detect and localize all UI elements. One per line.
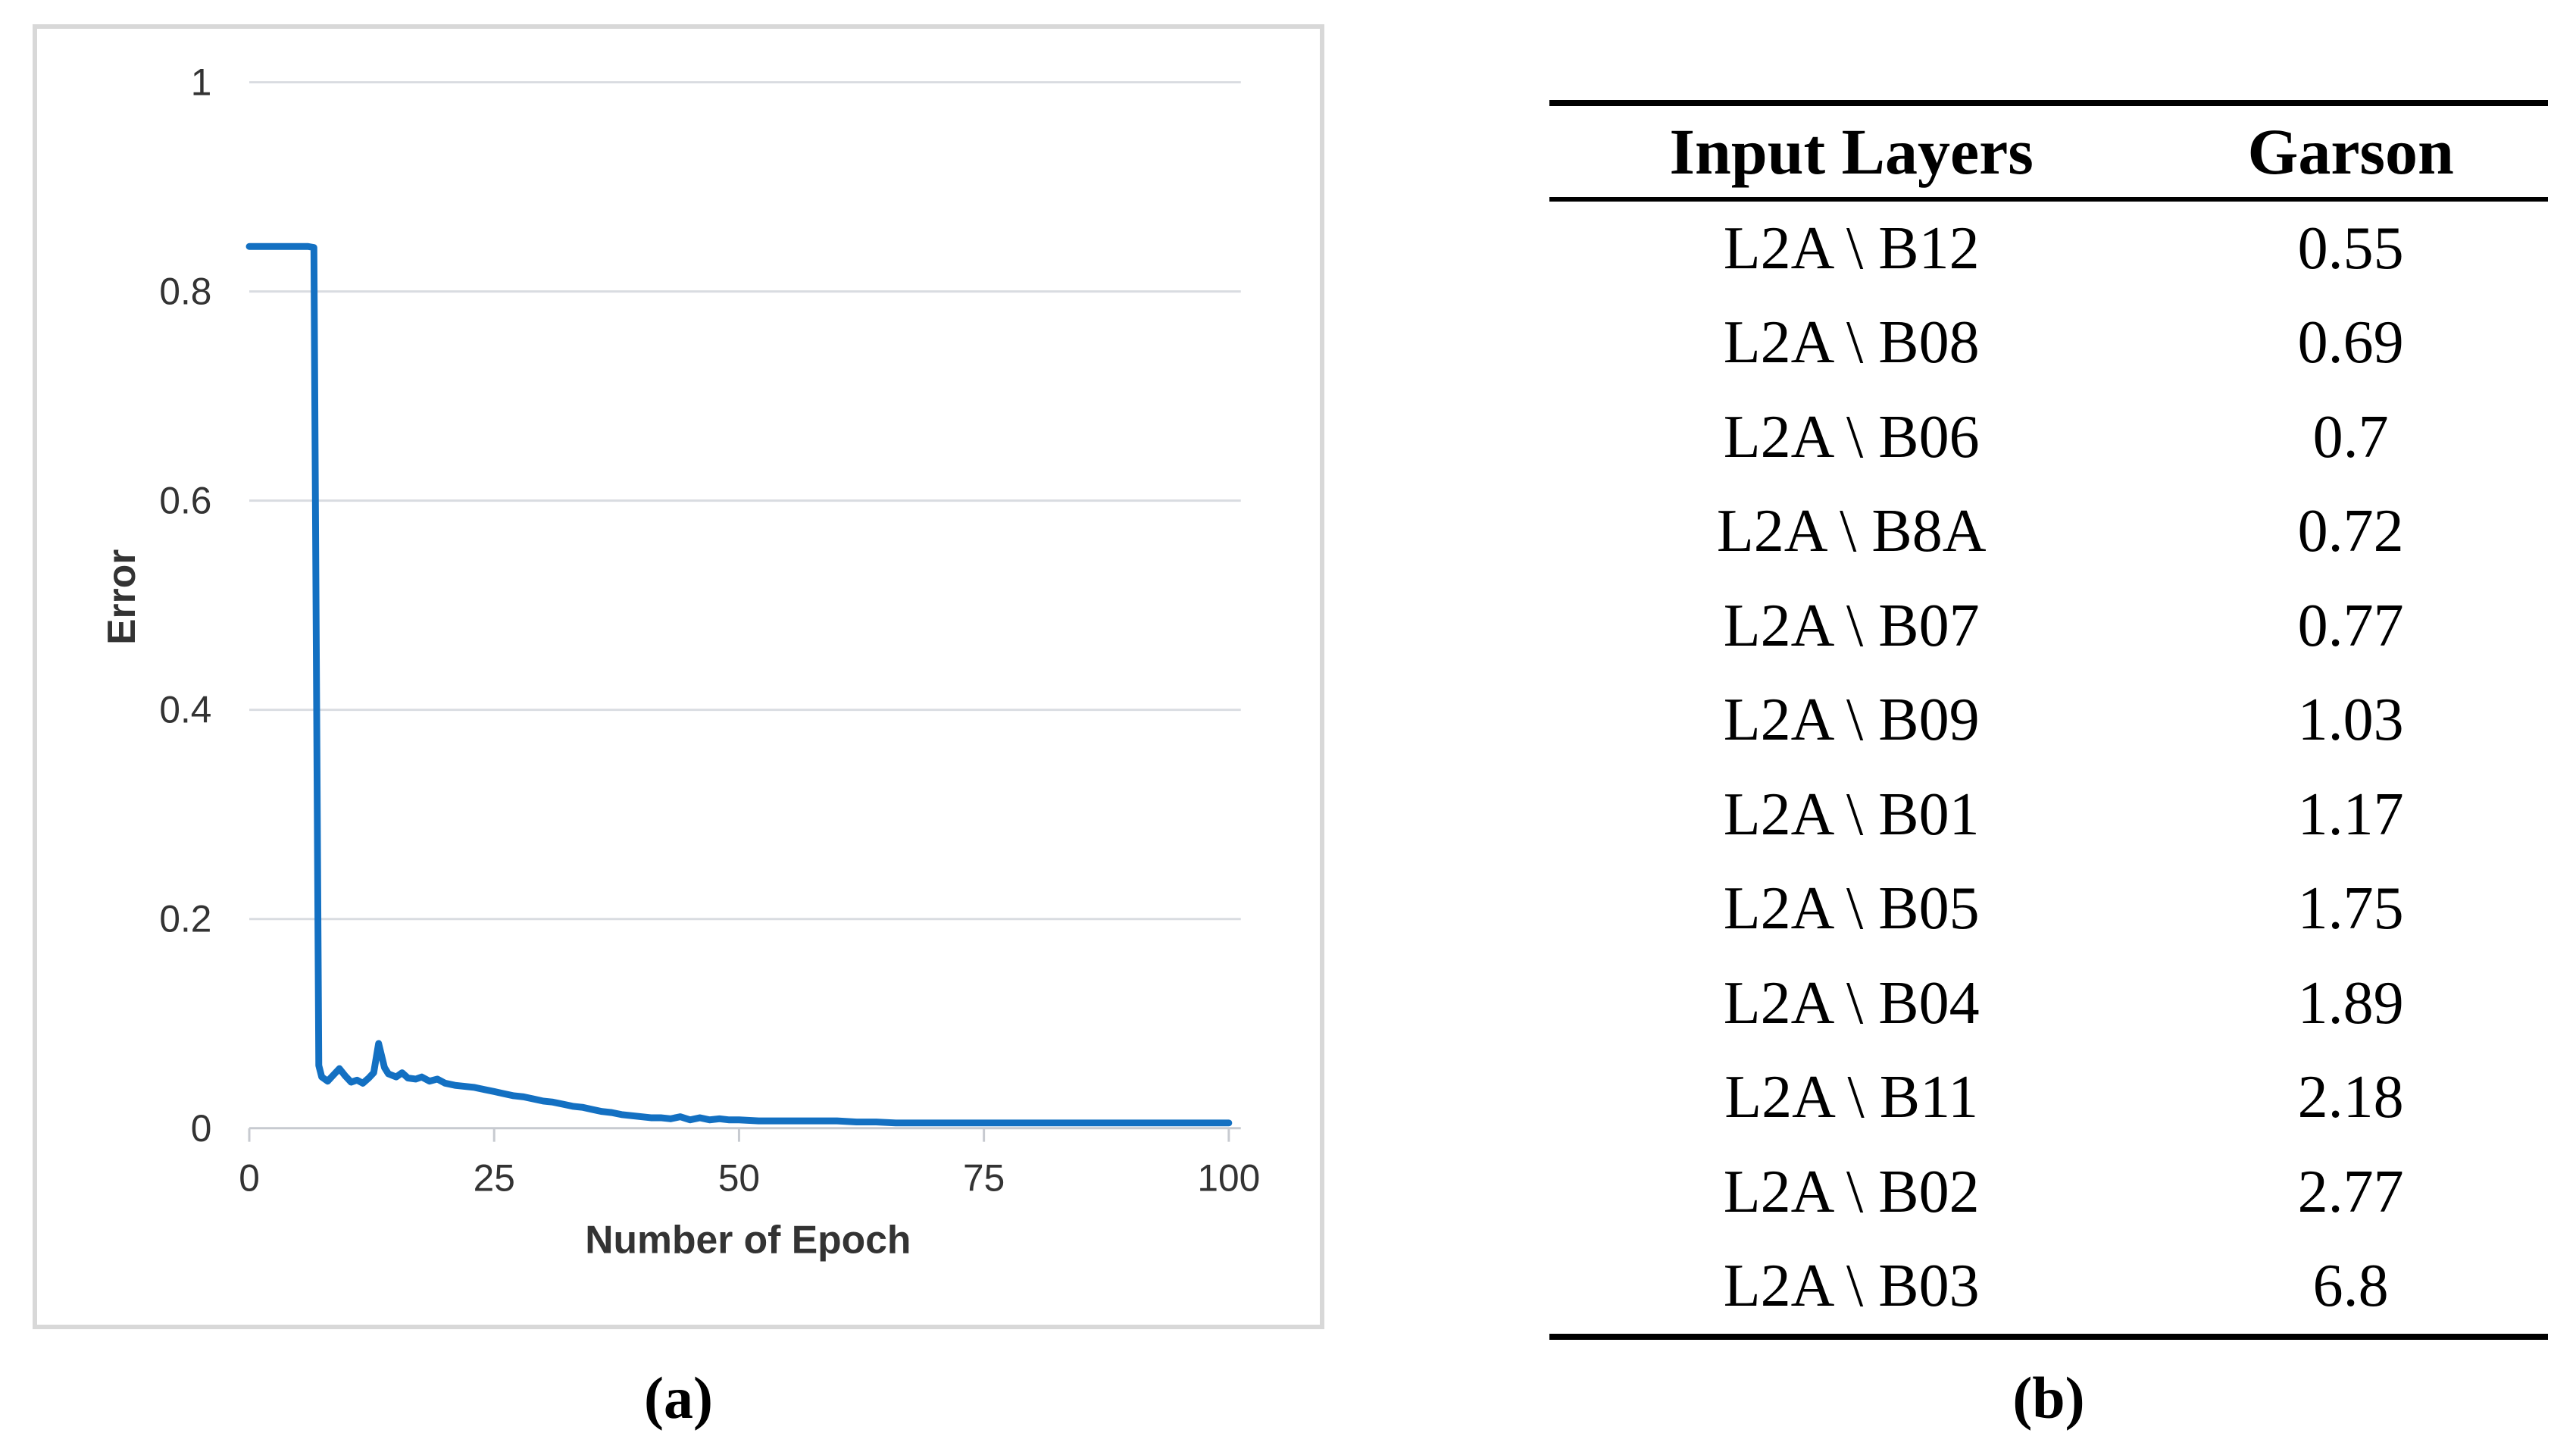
table-row: L2A \ B11 2.18 (1549, 1051, 2548, 1146)
subfigure-b-caption: (b) (2012, 1365, 2085, 1431)
table-row: L2A \ B06 0.7 (1549, 390, 2548, 485)
input-layer-cell: L2A \ B12 (1723, 214, 1980, 282)
input-layer-cell: L2A \ B04 (1723, 969, 1980, 1037)
table-row: L2A \ B01 1.17 (1549, 768, 2548, 862)
input-layer-cell: L2A \ B8A (1716, 498, 1987, 565)
garson-value-cell: 0.7 (2312, 403, 2389, 471)
garson-value-cell: 1.03 (2297, 687, 2404, 754)
table-row: L2A \ B02 2.77 (1549, 1145, 2548, 1240)
garson-value-cell: 2.18 (2297, 1064, 2404, 1131)
garson-table: Input Layers Garson L2A \ B12 0.55 L2A \ B… (1549, 100, 2548, 1340)
garson-table-header-row: Input Layers Garson (1549, 106, 2548, 202)
garson-value-cell: 0.77 (2297, 592, 2404, 659)
garson-value-cell: 1.75 (2297, 875, 2404, 943)
x-tick-label: 0 (239, 1156, 260, 1199)
input-layer-cell: L2A \ B08 (1723, 309, 1980, 377)
input-layer-cell: L2A \ B09 (1723, 687, 1980, 754)
table-row: L2A \ B05 1.75 (1549, 862, 2548, 957)
training-error-chart-panel: 0 0.2 0.4 0.6 0.8 1 0 25 50 75 100 Number of Epoch E… (33, 24, 1324, 1329)
column-header-garson: Garson (2247, 115, 2454, 188)
input-layer-cell: L2A \ B01 (1723, 781, 1980, 848)
garson-value-cell: 0.55 (2297, 214, 2404, 282)
y-tick-label: 0.6 (159, 480, 211, 522)
y-tick-label: 0.8 (159, 271, 211, 313)
y-tick-label: 0 (191, 1107, 212, 1150)
input-layer-cell: L2A \ B07 (1723, 592, 1980, 659)
x-tick-label: 100 (1197, 1156, 1260, 1199)
garson-value-cell: 2.77 (2297, 1158, 2404, 1225)
x-tick-label: 75 (963, 1156, 1005, 1199)
input-layer-cell: L2A \ B02 (1723, 1158, 1980, 1225)
y-tick-label: 0.4 (159, 689, 211, 731)
input-layer-cell: L2A \ B11 (1724, 1064, 1979, 1131)
table-row: L2A \ B03 6.8 (1549, 1240, 2548, 1335)
error-vs-epoch-line-chart: 0 0.2 0.4 0.6 0.8 1 0 25 50 75 100 Number of Epoch E… (99, 61, 1260, 1262)
table-row: L2A \ B8A 0.72 (1549, 485, 2548, 580)
subfigure-a-caption: (a) (644, 1365, 713, 1431)
garson-table-body: L2A \ B12 0.55 L2A \ B08 0.69 L2A \ B06 0.7 L2… (1549, 202, 2548, 1334)
column-header-input-layers: Input Layers (1669, 115, 2034, 188)
table-row: L2A \ B09 1.03 (1549, 674, 2548, 768)
table-row: L2A \ B07 0.77 (1549, 579, 2548, 674)
y-axis-title: Error (99, 549, 143, 645)
table-row: L2A \ B08 0.69 (1549, 296, 2548, 391)
garson-value-cell: 6.8 (2312, 1253, 2389, 1320)
garson-value-cell: 0.72 (2297, 498, 2404, 565)
garson-value-cell: 1.89 (2297, 969, 2404, 1037)
garson-value-cell: 1.17 (2297, 781, 2404, 848)
y-tick-label: 1 (191, 61, 212, 104)
garson-value-cell: 0.69 (2297, 309, 2404, 377)
input-layer-cell: L2A \ B05 (1723, 875, 1980, 943)
input-layer-cell: L2A \ B06 (1723, 403, 1980, 471)
x-axis-title: Number of Epoch (585, 1218, 911, 1262)
x-tick-label: 50 (718, 1156, 760, 1199)
x-tick-label: 25 (474, 1156, 515, 1199)
table-row: L2A \ B12 0.55 (1549, 202, 2548, 296)
error-curve (245, 242, 1233, 1127)
y-tick-label: 0.2 (159, 898, 211, 940)
input-layer-cell: L2A \ B03 (1723, 1253, 1980, 1320)
table-row: L2A \ B04 1.89 (1549, 956, 2548, 1051)
